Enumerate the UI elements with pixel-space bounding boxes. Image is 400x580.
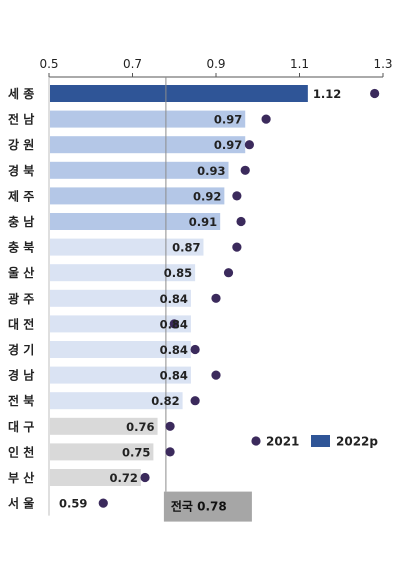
category-label: 세 종	[8, 86, 34, 101]
dot-point	[236, 216, 246, 227]
category-label: 충 북	[8, 240, 34, 255]
x-tick-label: 0.5	[39, 57, 58, 71]
bar	[50, 110, 246, 128]
data-label: 0.72	[109, 471, 137, 485]
category-label: 강 원	[8, 138, 34, 152]
x-tick-label: 0.9	[206, 57, 225, 71]
dot-point	[190, 344, 200, 355]
data-label: 0.75	[122, 445, 150, 459]
category-label: 경 기	[8, 342, 34, 357]
bar	[50, 417, 158, 435]
dot-point	[261, 114, 271, 124]
data-label: 0.82	[151, 394, 179, 408]
bar	[50, 315, 191, 333]
data-label: 0.84	[160, 292, 188, 306]
bar	[50, 136, 246, 154]
bar	[50, 289, 191, 307]
bar	[50, 341, 191, 358]
data-label: 0.84	[160, 343, 188, 357]
bars	[50, 85, 308, 512]
data-label: 0.92	[193, 189, 221, 203]
category-label: 경 남	[8, 368, 34, 383]
x-tick-label: 1.1	[290, 57, 309, 71]
category-label: 부 산	[8, 470, 34, 485]
reference-label: 전국 0.78	[171, 499, 227, 514]
category-label: 충 남	[8, 214, 34, 229]
dot-point	[165, 447, 175, 457]
data-label: 0.87	[172, 241, 200, 255]
dot-point	[370, 88, 380, 99]
bar	[50, 85, 308, 102]
x-tick-label: 0.7	[123, 57, 142, 71]
dot-point	[223, 268, 234, 278]
dot-point	[169, 319, 179, 329]
dot-point	[240, 165, 250, 175]
category-label: 인 천	[8, 444, 34, 459]
dot-point	[98, 498, 108, 508]
bar	[50, 392, 183, 410]
bar	[50, 494, 87, 512]
data-label: 0.97	[214, 113, 242, 127]
bar	[50, 161, 229, 179]
dot-point	[190, 396, 200, 406]
dot-point	[232, 191, 242, 201]
dot-point	[140, 472, 150, 483]
bar	[50, 366, 191, 384]
bar	[50, 187, 225, 205]
data-label: 1.12	[313, 87, 341, 101]
legend-dot-marker	[251, 436, 261, 446]
legend: 2021 2022p	[251, 435, 378, 449]
category-label: 전 북	[8, 393, 34, 408]
data-label: 0.84	[160, 317, 188, 331]
data-label: 0.85	[164, 266, 192, 280]
reference-line-group: 전국 0.78	[163, 77, 252, 522]
category-label: 서 울	[8, 496, 34, 511]
legend-label: 2022p	[336, 435, 378, 449]
dot-point	[165, 421, 175, 431]
legend-bar-swatch	[311, 435, 330, 447]
x-tick-label: 1.3	[373, 57, 392, 71]
category-label: 울 산	[8, 265, 34, 280]
x-axis: 0.5 0.7 0.9 1.1 1.3	[39, 57, 393, 77]
dot-point	[211, 293, 221, 303]
bar	[50, 213, 221, 230]
data-label: 0.93	[197, 164, 225, 178]
bar	[50, 443, 154, 461]
dots	[98, 88, 380, 508]
category-label: 광 주	[8, 291, 34, 306]
labels: 세 종 1.12 전 남 0.97 강 원 0.97 경 북 0.93 제 주 0.92 충 남 0.…	[8, 86, 341, 511]
category-label: 제 주	[8, 189, 34, 203]
category-label: 대 전	[8, 316, 34, 331]
bar	[50, 238, 204, 256]
dot-point	[211, 370, 221, 380]
legend-label: 2021	[266, 435, 299, 449]
dot-point	[244, 140, 254, 150]
category-label: 전 남	[8, 112, 34, 127]
data-label: 0.76	[126, 420, 154, 434]
category-label: 대 구	[8, 420, 34, 434]
data-label: 0.97	[214, 138, 242, 152]
data-label: 0.91	[189, 215, 217, 229]
bar	[50, 469, 141, 486]
category-label: 경 북	[8, 164, 34, 178]
bar	[50, 264, 196, 282]
dot-point	[232, 242, 242, 252]
reference-label-box	[163, 491, 252, 522]
data-label: 0.59	[59, 497, 87, 511]
data-label: 0.84	[160, 369, 188, 383]
